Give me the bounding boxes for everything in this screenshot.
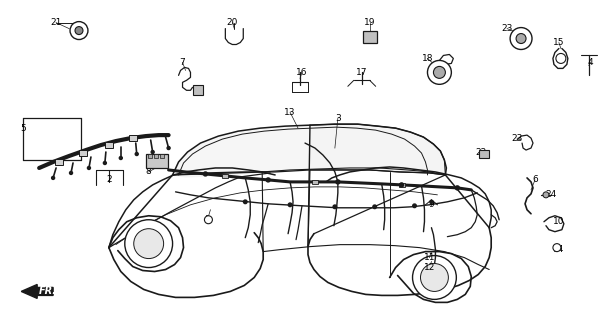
Circle shape	[516, 34, 526, 44]
Text: 18: 18	[422, 54, 433, 63]
Text: 5: 5	[20, 124, 26, 132]
Text: 7: 7	[180, 58, 185, 67]
Text: 9: 9	[428, 200, 434, 209]
Text: 21: 21	[50, 18, 62, 27]
Bar	[312, 180, 318, 184]
Circle shape	[336, 180, 340, 184]
Circle shape	[151, 150, 154, 154]
Circle shape	[205, 216, 213, 224]
Circle shape	[373, 205, 376, 209]
Bar	[398, 183, 404, 187]
Bar	[145, 154, 167, 168]
Text: 2: 2	[106, 175, 112, 184]
Circle shape	[400, 183, 404, 187]
Polygon shape	[21, 284, 53, 298]
Circle shape	[203, 172, 207, 176]
Circle shape	[553, 244, 561, 252]
Circle shape	[135, 153, 138, 156]
Text: 1: 1	[205, 215, 210, 224]
Polygon shape	[310, 124, 445, 175]
Text: 15: 15	[553, 38, 565, 47]
Circle shape	[119, 156, 122, 159]
Text: 10: 10	[553, 217, 565, 226]
Text: 23: 23	[502, 24, 513, 33]
Circle shape	[266, 178, 270, 182]
Text: 19: 19	[364, 18, 376, 27]
Circle shape	[134, 229, 164, 259]
Circle shape	[543, 192, 549, 198]
Text: 3: 3	[335, 114, 341, 123]
Circle shape	[433, 67, 445, 78]
Text: 11: 11	[423, 253, 435, 262]
Circle shape	[428, 60, 452, 84]
Text: 22: 22	[475, 148, 487, 156]
Bar	[129, 135, 137, 141]
Bar	[55, 159, 63, 165]
Text: 23: 23	[511, 133, 523, 143]
Text: 16: 16	[296, 68, 308, 77]
Bar	[159, 154, 164, 158]
Circle shape	[455, 186, 459, 190]
Circle shape	[243, 200, 247, 204]
Bar	[153, 154, 158, 158]
Polygon shape	[172, 125, 310, 177]
Text: 4: 4	[588, 58, 593, 67]
Bar	[222, 174, 229, 178]
Text: 24: 24	[545, 190, 557, 199]
Text: 8: 8	[146, 167, 152, 176]
Bar	[79, 150, 87, 156]
Circle shape	[556, 53, 566, 63]
Text: 14: 14	[553, 245, 565, 254]
Bar	[105, 142, 113, 148]
Bar	[363, 31, 377, 43]
Circle shape	[288, 203, 292, 207]
Circle shape	[75, 27, 83, 35]
Bar	[194, 85, 203, 95]
Circle shape	[412, 256, 456, 300]
Circle shape	[51, 176, 54, 180]
Circle shape	[420, 264, 448, 292]
Bar	[148, 154, 152, 158]
Circle shape	[413, 204, 416, 208]
Circle shape	[87, 166, 90, 170]
Circle shape	[70, 22, 88, 40]
Circle shape	[103, 162, 106, 164]
Circle shape	[125, 220, 172, 268]
Text: 13: 13	[284, 108, 296, 117]
Bar	[479, 150, 489, 158]
Circle shape	[333, 205, 337, 209]
Text: 17: 17	[356, 68, 367, 77]
Circle shape	[430, 200, 433, 203]
Text: 12: 12	[424, 263, 435, 272]
Text: FR.: FR.	[39, 286, 57, 296]
Text: 20: 20	[227, 18, 238, 27]
Circle shape	[70, 172, 73, 174]
Text: 6: 6	[532, 175, 538, 184]
Circle shape	[510, 28, 532, 50]
Circle shape	[167, 147, 170, 149]
